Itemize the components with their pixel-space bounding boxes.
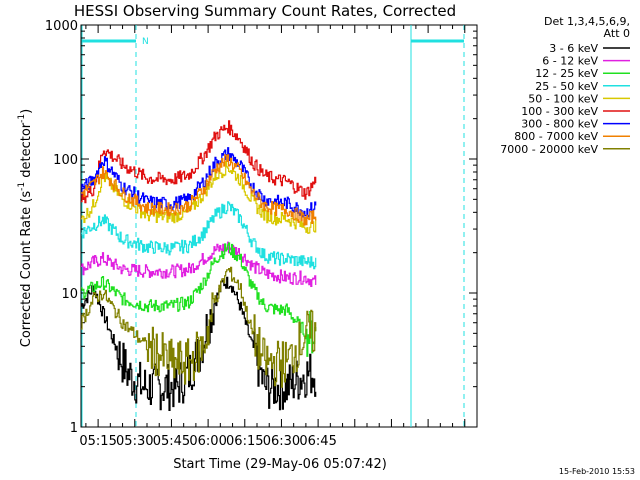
x-tick-label: 06:45: [299, 434, 336, 449]
x-axis-label: Start Time (29-May-06 05:07:42): [173, 457, 387, 472]
y-tick-label: 1: [70, 421, 78, 436]
legend-label: 100 - 300 keV: [521, 105, 598, 118]
series-line: [81, 201, 317, 270]
legend-label: 25 - 50 keV: [535, 80, 598, 93]
chart-title: HESSI Observing Summary Count Rates, Cor…: [74, 2, 456, 20]
series-line: [81, 266, 317, 388]
x-tick-label: 05:45: [153, 434, 190, 449]
x-tick-label: 06:30: [263, 434, 300, 449]
legend-label: 50 - 100 keV: [528, 92, 598, 105]
plot-border: [80, 24, 478, 428]
x-tick-label: 05:30: [116, 434, 153, 449]
series-line: [81, 242, 317, 357]
x-tick-label: 06:15: [226, 434, 263, 449]
series-line: [81, 241, 317, 287]
x-tick-label: 05:15: [79, 434, 116, 449]
series-line: [81, 120, 317, 204]
legend-label: 7000 - 20000 keV: [500, 143, 598, 156]
y-tick-label: 1000: [45, 19, 78, 34]
series-line: [81, 160, 317, 234]
y-axis-label: Corrected Count Rate (s-1 detector-1): [17, 109, 34, 347]
legend-label: 300 - 800 keV: [521, 118, 598, 131]
y-tick-label: 10: [61, 287, 78, 302]
attenuator-marker-label: N: [142, 37, 149, 47]
x-tick-label: 06:00: [189, 434, 226, 449]
footer-timestamp: 15-Feb-2010 15:53: [559, 467, 635, 476]
legend-header-line1: Det 1,3,4,5,6,9,: [544, 15, 630, 28]
series-line: [81, 147, 317, 218]
legend-label: 3 - 6 keV: [549, 42, 598, 55]
legend-label: 12 - 25 keV: [535, 67, 598, 80]
legend-label: 6 - 12 keV: [542, 55, 598, 68]
legend-label: 800 - 7000 keV: [514, 130, 598, 143]
plot-area: N 1 10 100 1000 05:15 05:30 05:45 06:00 06:15 06:3…: [45, 19, 478, 449]
legend-header-line2: Att 0: [604, 27, 630, 40]
y-tick-label: 100: [53, 153, 78, 168]
series-line: [81, 154, 317, 226]
